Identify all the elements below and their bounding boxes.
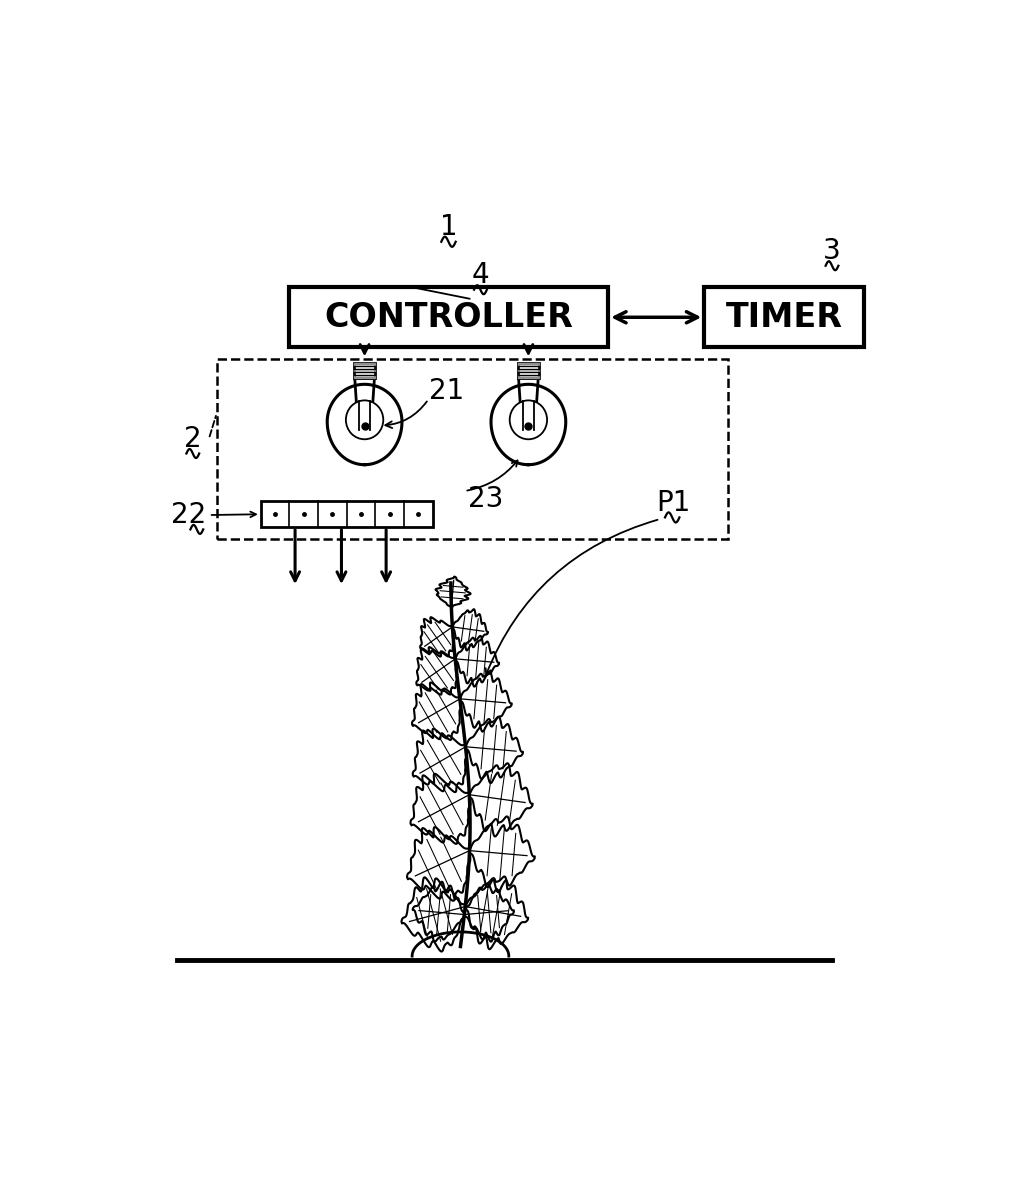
Text: 4: 4 <box>471 261 490 289</box>
Bar <box>217 359 728 538</box>
Text: 1: 1 <box>439 213 458 242</box>
Text: CONTROLLER: CONTROLLER <box>324 301 573 333</box>
Text: 2: 2 <box>184 425 202 453</box>
Text: 3: 3 <box>823 237 841 266</box>
Bar <box>289 287 608 347</box>
Bar <box>704 287 864 347</box>
Bar <box>261 502 433 527</box>
Text: 22: 22 <box>171 500 206 529</box>
Text: P1: P1 <box>656 489 691 517</box>
Text: TIMER: TIMER <box>726 301 842 333</box>
Text: 23: 23 <box>468 485 504 514</box>
Bar <box>355 363 375 378</box>
Bar <box>518 363 539 378</box>
Text: 21: 21 <box>429 377 464 406</box>
